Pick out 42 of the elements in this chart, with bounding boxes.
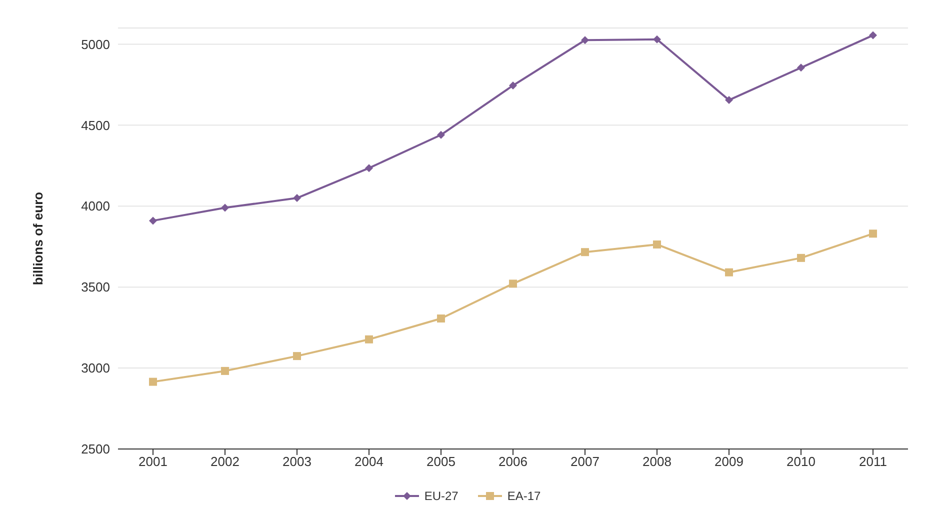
point (869, 230, 877, 238)
point (437, 130, 445, 139)
point (293, 352, 301, 360)
x-tick-label: 2008 (642, 454, 672, 470)
legend-label: EU-27 (423, 489, 458, 503)
point (581, 248, 589, 256)
point (509, 81, 517, 90)
x-tick-label: 2010 (786, 454, 816, 470)
x-tick-label: 2006 (498, 454, 528, 470)
x-tick-label: 2004 (354, 454, 384, 470)
y-tick-label: 3500 (81, 280, 110, 295)
x-tick-label: 2001 (138, 454, 168, 470)
x-tick-label: 2005 (426, 454, 456, 470)
point (221, 366, 229, 375)
y-tick-label: 2500 (81, 442, 110, 457)
x-tick-label: 2009 (714, 454, 744, 470)
point (365, 164, 373, 172)
legend-label: EA-17 (506, 489, 541, 503)
point (365, 335, 373, 344)
x-tick-label: 2002 (210, 454, 240, 470)
y-tick-label: 4500 (81, 118, 110, 133)
point (725, 96, 733, 104)
point (725, 268, 733, 276)
point (797, 254, 805, 262)
point (221, 204, 229, 212)
point (653, 240, 661, 248)
y-tick-label: 5000 (81, 36, 110, 52)
y-tick-label: 4000 (81, 198, 110, 214)
x-tick-label: 2011 (859, 454, 887, 470)
x-tick-label: 2003 (282, 454, 312, 470)
point (149, 216, 157, 225)
x-tick-label: 2007 (570, 454, 600, 470)
point (509, 280, 517, 288)
y-tick-label: 3000 (81, 360, 110, 376)
point (437, 314, 445, 322)
point (581, 36, 589, 44)
point (653, 35, 661, 44)
point (797, 64, 805, 72)
point (293, 194, 301, 202)
y-axis-title: billions of euro (30, 192, 46, 286)
point (149, 378, 157, 386)
point (869, 31, 877, 40)
